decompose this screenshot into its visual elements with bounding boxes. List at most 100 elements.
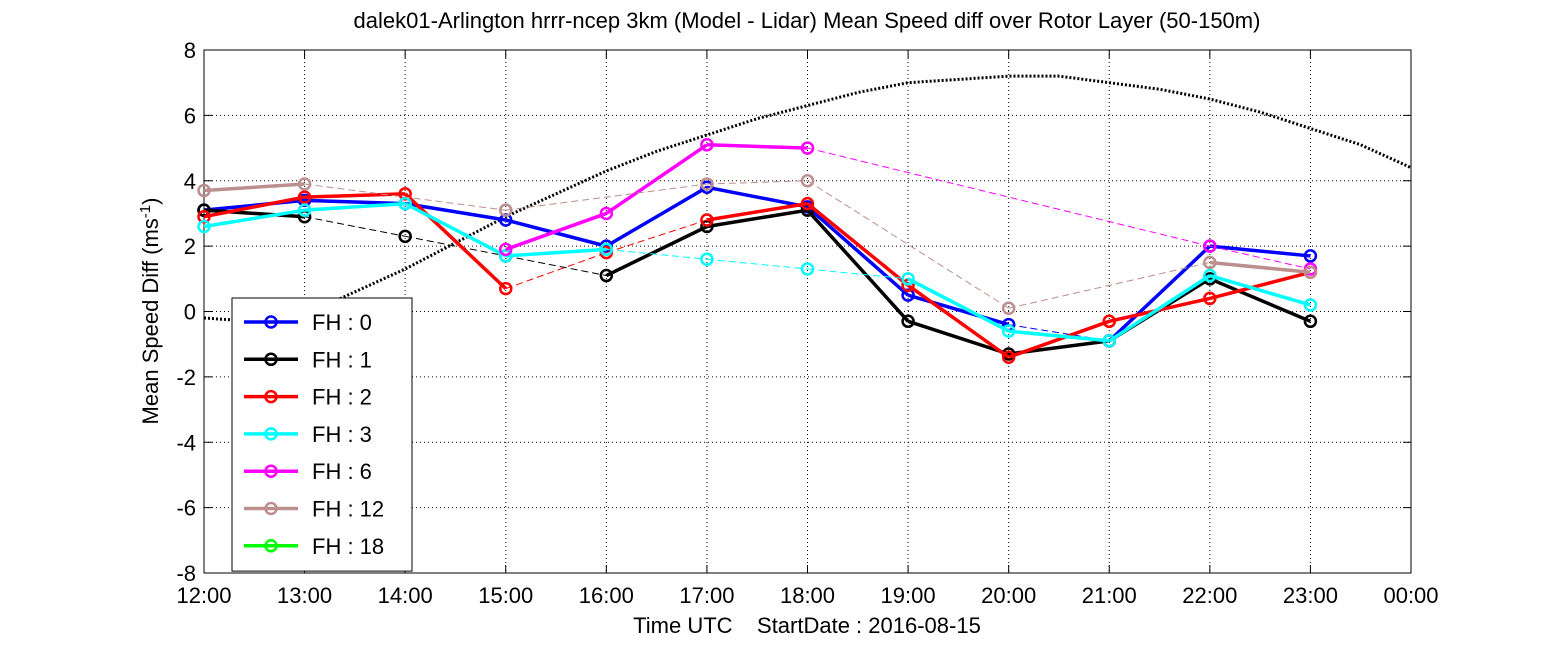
- series-segment: [1108, 244, 1212, 343]
- series-gap-segment: [807, 147, 1210, 247]
- legend-label: FH : 6: [312, 459, 372, 484]
- series-segment: [706, 143, 808, 150]
- series-segment: [605, 224, 708, 278]
- data-point: [1001, 324, 1016, 338]
- y-tick-label: 2: [184, 234, 196, 259]
- data-point: [901, 314, 915, 329]
- data-point: [1303, 298, 1318, 312]
- series-segment: [605, 143, 708, 215]
- series-2: [197, 187, 1318, 365]
- data-point: [901, 272, 915, 286]
- x-tick-label: 16:00: [579, 583, 634, 608]
- data-point: [398, 229, 412, 244]
- series-segment: [605, 185, 708, 248]
- data-point: [700, 252, 714, 266]
- data-point: [800, 196, 815, 211]
- series-3: [197, 196, 1318, 348]
- data-point: [1203, 255, 1217, 270]
- series-segment: [907, 319, 1010, 356]
- series-gap-segment: [304, 216, 406, 237]
- legend-swatch-marker: [264, 352, 278, 367]
- y-axis-label: Mean Speed Diff (ms-1): [137, 198, 164, 425]
- legend: FH : 0 FH : 1 FH : 2 FH : 3 FH : 6 FH : 12 FH …: [231, 297, 413, 572]
- series-gap-segment: [807, 180, 1009, 309]
- legend-swatch-marker: [264, 315, 278, 329]
- data-point: [1303, 265, 1318, 280]
- data-point: [297, 177, 312, 191]
- y-tick-label: 6: [184, 103, 196, 128]
- series-gap-segment: [405, 235, 506, 257]
- data-point: [700, 138, 714, 152]
- x-tick-label: 23:00: [1283, 583, 1338, 608]
- series-gap-segment: [706, 258, 808, 270]
- series-gap-segment: [505, 183, 707, 211]
- y-tick-label: 0: [184, 300, 196, 325]
- series-segment: [806, 205, 910, 297]
- series-gap-segment: [1209, 245, 1311, 270]
- data-point: [1203, 239, 1217, 253]
- x-tick-label: 21:00: [1082, 583, 1137, 608]
- series-segment: [907, 293, 1010, 327]
- series-segment: [1008, 329, 1110, 343]
- y-axis-label-main: Mean Speed Diff (ms: [138, 218, 163, 424]
- x-tick-label: 13:00: [277, 583, 332, 608]
- series-segment: [1209, 277, 1312, 323]
- series-segment: [505, 211, 607, 252]
- data-point: [1303, 249, 1318, 263]
- data-point: [599, 268, 614, 283]
- x-tick-label: 12:00: [176, 583, 231, 608]
- y-tick-label: 4: [184, 169, 196, 194]
- series-gap-segment: [606, 248, 707, 260]
- series-gap-segment: [304, 183, 506, 211]
- y-axis-label-close: ): [138, 198, 163, 205]
- legend-swatch-marker: [264, 464, 278, 478]
- series-segment: [806, 202, 910, 287]
- series-segment: [1209, 244, 1311, 258]
- data-point: [297, 190, 312, 204]
- series-segment: [203, 208, 305, 219]
- data-point: [800, 174, 815, 188]
- series-segment: [706, 185, 808, 209]
- series-segment: [403, 192, 507, 290]
- data-point: [499, 203, 513, 217]
- series-gap-segment: [706, 180, 808, 185]
- series-segment: [203, 182, 305, 193]
- data-point: [197, 219, 211, 234]
- data-point: [800, 262, 815, 276]
- y-tick-label: -6: [176, 496, 196, 521]
- series-segment: [1209, 270, 1311, 301]
- chart-title: dalek01-Arlington hrrr-ncep 3km (Model -…: [354, 8, 1261, 33]
- series-segment: [505, 247, 607, 258]
- legend-label: FH : 3: [312, 422, 372, 447]
- series-segment: [907, 277, 1010, 333]
- series-segment: [706, 208, 808, 229]
- data-point: [700, 213, 714, 227]
- data-point: [1001, 301, 1016, 315]
- data-point: [700, 177, 714, 191]
- data-point: [1001, 350, 1016, 365]
- series-5: [197, 174, 1318, 315]
- series-gap-segment: [1008, 324, 1110, 342]
- series-segment: [304, 192, 406, 199]
- x-tick-label: 18:00: [780, 583, 835, 608]
- x-tick-label: 00:00: [1383, 583, 1438, 608]
- legend-label: FH : 0: [312, 310, 372, 335]
- series-segment: [1108, 274, 1211, 343]
- legend-label: FH : 2: [312, 385, 372, 410]
- y-tick-label: -8: [176, 561, 196, 586]
- y-tick-label: -4: [176, 430, 196, 455]
- data-point: [1203, 291, 1217, 306]
- series-segment: [806, 208, 910, 323]
- series-segment: [404, 201, 507, 222]
- series-gap-segment: [807, 268, 909, 280]
- data-point: [800, 141, 815, 155]
- data-point: [297, 203, 312, 217]
- series-gap-segment: [505, 255, 607, 277]
- series-segment: [304, 201, 406, 212]
- data-point: [499, 281, 513, 296]
- x-tick-label: 17:00: [679, 583, 734, 608]
- series-segment: [203, 195, 305, 219]
- legend-label: FH : 1: [312, 347, 372, 372]
- series-segment: [1209, 260, 1311, 275]
